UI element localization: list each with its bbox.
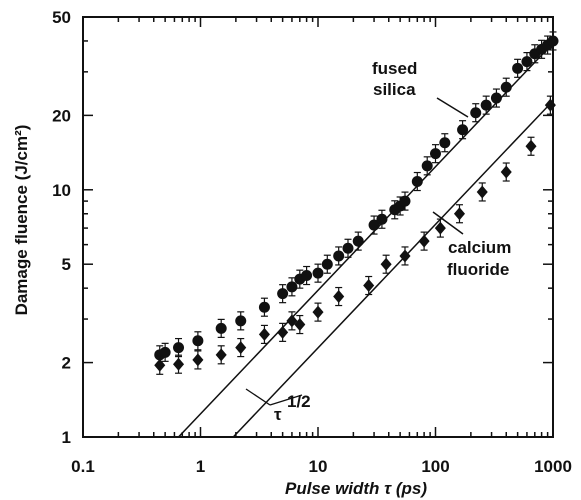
y-axis-title: Damage fluence (J/cm²) (12, 125, 31, 316)
data-point-circle (470, 107, 482, 119)
data-point-diamond (363, 279, 375, 293)
data-point-circle (342, 242, 354, 254)
data-point-diamond (453, 207, 466, 221)
data-point-circle (500, 81, 512, 93)
data-point-circle (258, 301, 270, 313)
data-point-circle (286, 281, 298, 293)
data-point-circle (399, 195, 411, 207)
data-point-diamond (434, 221, 446, 235)
data-point-diamond (215, 348, 227, 362)
y-tick-label: 1 (62, 428, 71, 447)
x-tick-label: 0.1 (71, 457, 95, 476)
data-point-circle (421, 160, 433, 172)
data-point-circle (490, 92, 502, 104)
data-point-diamond (418, 234, 430, 248)
data-point-circle (368, 219, 380, 231)
data-point-circle (235, 315, 247, 327)
annotation-tau: τ (274, 405, 282, 424)
annotation-tau-exponent: 1/2 (287, 392, 311, 411)
data-point-circle (312, 267, 324, 279)
data-point-diamond (525, 139, 537, 153)
y-tick-label: 5 (62, 255, 71, 274)
tau-pointer-1 (245, 388, 271, 406)
fused-silica-pointer (436, 97, 469, 118)
data-point-diamond (333, 290, 345, 304)
fit-lines-layer (177, 42, 553, 437)
annotation-fused: fused (372, 59, 417, 78)
data-point-circle (301, 270, 313, 282)
x-axis-title: Pulse width τ (ps) (285, 479, 427, 498)
data-point-circle (352, 235, 364, 247)
data-point-diamond (172, 357, 185, 371)
data-point-diamond (277, 325, 289, 339)
data-point-circle (215, 322, 227, 334)
data-point-diamond (380, 257, 392, 271)
x-tick-label: 100 (421, 457, 449, 476)
tau-half-label: τ 1/2 (245, 388, 311, 424)
x-tick-label: 1000 (534, 457, 572, 476)
series-calcium-fluoride (154, 95, 556, 375)
fused-silica-label: fused silica (372, 59, 469, 118)
annotation-fluoride: fluoride (447, 260, 509, 279)
data-point-diamond (476, 185, 488, 199)
annotation-calcium: calcium (448, 238, 511, 257)
data-point-circle (411, 176, 423, 188)
calcium-fluoride-pointer (432, 211, 464, 235)
data-point-diamond (154, 358, 166, 372)
data-point-circle (430, 148, 441, 160)
data-point-diamond (500, 165, 512, 179)
data-point-diamond (312, 305, 324, 319)
data-point-circle (277, 288, 289, 300)
data-point-diamond (258, 327, 270, 341)
data-point-diamond (544, 98, 556, 112)
data-point-circle (173, 342, 185, 354)
y-tick-label: 2 (62, 354, 71, 373)
x-tick-label: 10 (309, 457, 328, 476)
data-point-circle (512, 62, 524, 74)
tau-pointer-2 (269, 394, 303, 406)
y-tick-label: 20 (52, 106, 71, 125)
calcium-fluoride-label: calcium fluoride (432, 211, 511, 279)
data-markers-layer (154, 31, 559, 375)
fit-line-2 (232, 100, 553, 437)
fit-line-1 (177, 42, 553, 437)
annotation-silica: silica (373, 80, 416, 99)
data-point-diamond (192, 353, 204, 367)
data-point-circle (321, 258, 333, 270)
data-point-circle (192, 335, 204, 347)
data-point-circle (159, 346, 171, 358)
data-point-diamond (294, 318, 306, 332)
plot-frame (82, 16, 554, 438)
data-point-circle (521, 56, 533, 68)
data-point-circle (480, 99, 492, 111)
series-fused-silica (154, 31, 559, 365)
y-tick-label: 50 (52, 8, 71, 27)
data-point-circle (376, 213, 388, 225)
y-tick-label: 10 (52, 181, 71, 200)
data-point-circle (333, 250, 345, 262)
data-point-circle (439, 137, 451, 149)
data-point-diamond (235, 341, 247, 355)
x-tick-label: 1 (196, 457, 205, 476)
data-point-diamond (399, 249, 411, 263)
data-point-circle (457, 124, 469, 136)
